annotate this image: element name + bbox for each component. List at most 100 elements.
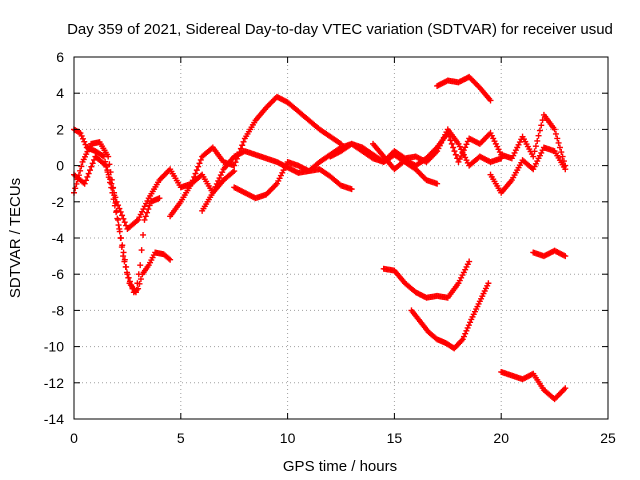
y-tick-label: -6 — [52, 266, 65, 282]
data-point — [116, 205, 123, 212]
data-point — [123, 269, 130, 276]
data-point — [117, 235, 124, 241]
data-point — [72, 185, 79, 192]
data-point — [444, 130, 451, 137]
data-point — [144, 209, 151, 216]
series-track-11 — [380, 258, 473, 301]
data-point — [138, 247, 145, 254]
y-tick-label: -2 — [52, 194, 65, 210]
y-tick-label: 4 — [56, 85, 64, 101]
data-point — [116, 225, 123, 232]
data-point — [197, 156, 204, 163]
data-point — [81, 180, 88, 187]
data-point — [450, 144, 457, 151]
data-point — [196, 160, 203, 167]
series-track-12 — [408, 280, 492, 352]
data-point — [132, 289, 139, 296]
data-point — [103, 162, 110, 169]
data-point — [117, 208, 124, 215]
data-point — [141, 216, 148, 223]
data-point — [452, 151, 459, 158]
data-point — [551, 126, 558, 133]
data-point — [195, 163, 202, 170]
data-point — [113, 198, 120, 205]
data-point — [188, 180, 195, 187]
data-point — [485, 280, 492, 287]
data-point — [463, 327, 470, 334]
data-point — [87, 167, 94, 174]
y-tick-label: -12 — [44, 375, 64, 391]
y-tick-label: -10 — [44, 339, 64, 355]
series-track-14 — [530, 247, 569, 260]
data-point — [239, 142, 246, 149]
series-track-8 — [370, 111, 569, 173]
data-point — [82, 141, 89, 148]
data-point — [562, 166, 569, 173]
chart-title: Day 359 of 2021, Sidereal Day-to-day VTE… — [67, 21, 613, 38]
data-point — [88, 163, 95, 170]
data-point — [121, 219, 128, 226]
data-point — [538, 122, 545, 129]
data-point — [84, 173, 91, 180]
y-tick-label: 0 — [56, 158, 64, 174]
y-tick-label: -4 — [52, 230, 65, 246]
data-point — [552, 130, 559, 137]
y-axis-ticks: 6 4 2 0 -2 -4 -6 -8 -10 -12 -14 — [44, 49, 608, 427]
data-point — [562, 253, 569, 260]
data-point — [530, 153, 537, 160]
data-point — [466, 258, 473, 265]
data-point — [115, 216, 122, 223]
data-point — [85, 170, 92, 177]
x-tick-label: 20 — [493, 430, 509, 446]
data-point — [532, 143, 539, 150]
data-point — [76, 129, 83, 136]
data-point — [79, 135, 86, 142]
data-point — [81, 138, 88, 145]
data-point — [559, 153, 566, 160]
series-track-10 — [434, 73, 494, 104]
data-point — [531, 148, 538, 155]
data-point — [105, 153, 112, 160]
data-point — [555, 139, 562, 146]
data-point — [108, 180, 115, 187]
data-point — [105, 171, 112, 178]
data-point — [134, 280, 141, 287]
data-point — [137, 276, 144, 283]
data-point — [118, 244, 125, 251]
x-tick-label: 25 — [600, 430, 616, 446]
x-tick-label: 15 — [387, 430, 403, 446]
data-point — [156, 195, 163, 202]
data-point — [77, 130, 84, 137]
data-point — [119, 212, 126, 219]
data-point — [137, 262, 144, 269]
series-track-7 — [327, 126, 505, 169]
y-tick-label: -14 — [44, 411, 64, 427]
data-point — [556, 144, 563, 151]
data-point — [465, 322, 472, 329]
data-point — [458, 337, 465, 344]
data-point — [78, 132, 85, 139]
data-point — [104, 167, 111, 174]
data-point — [115, 222, 122, 229]
series-track-1 — [71, 126, 174, 296]
x-tick-label: 5 — [177, 430, 185, 446]
x-tick-label: 10 — [280, 430, 296, 446]
data-point — [192, 170, 199, 177]
data-point — [562, 385, 569, 392]
data-point — [78, 163, 85, 170]
data-point — [121, 258, 128, 265]
data-points — [71, 73, 569, 403]
y-tick-label: -8 — [52, 302, 65, 318]
data-point — [120, 215, 127, 222]
x-tick-label: 0 — [70, 430, 78, 446]
data-point — [535, 132, 542, 139]
data-point — [536, 127, 543, 134]
data-point — [135, 271, 142, 278]
series-track-13 — [498, 368, 569, 403]
data-point — [448, 140, 455, 147]
data-point — [83, 177, 90, 184]
series-track-9 — [487, 144, 569, 196]
data-point — [554, 135, 561, 142]
y-axis-label: SDTVAR / TECUs — [7, 178, 24, 298]
